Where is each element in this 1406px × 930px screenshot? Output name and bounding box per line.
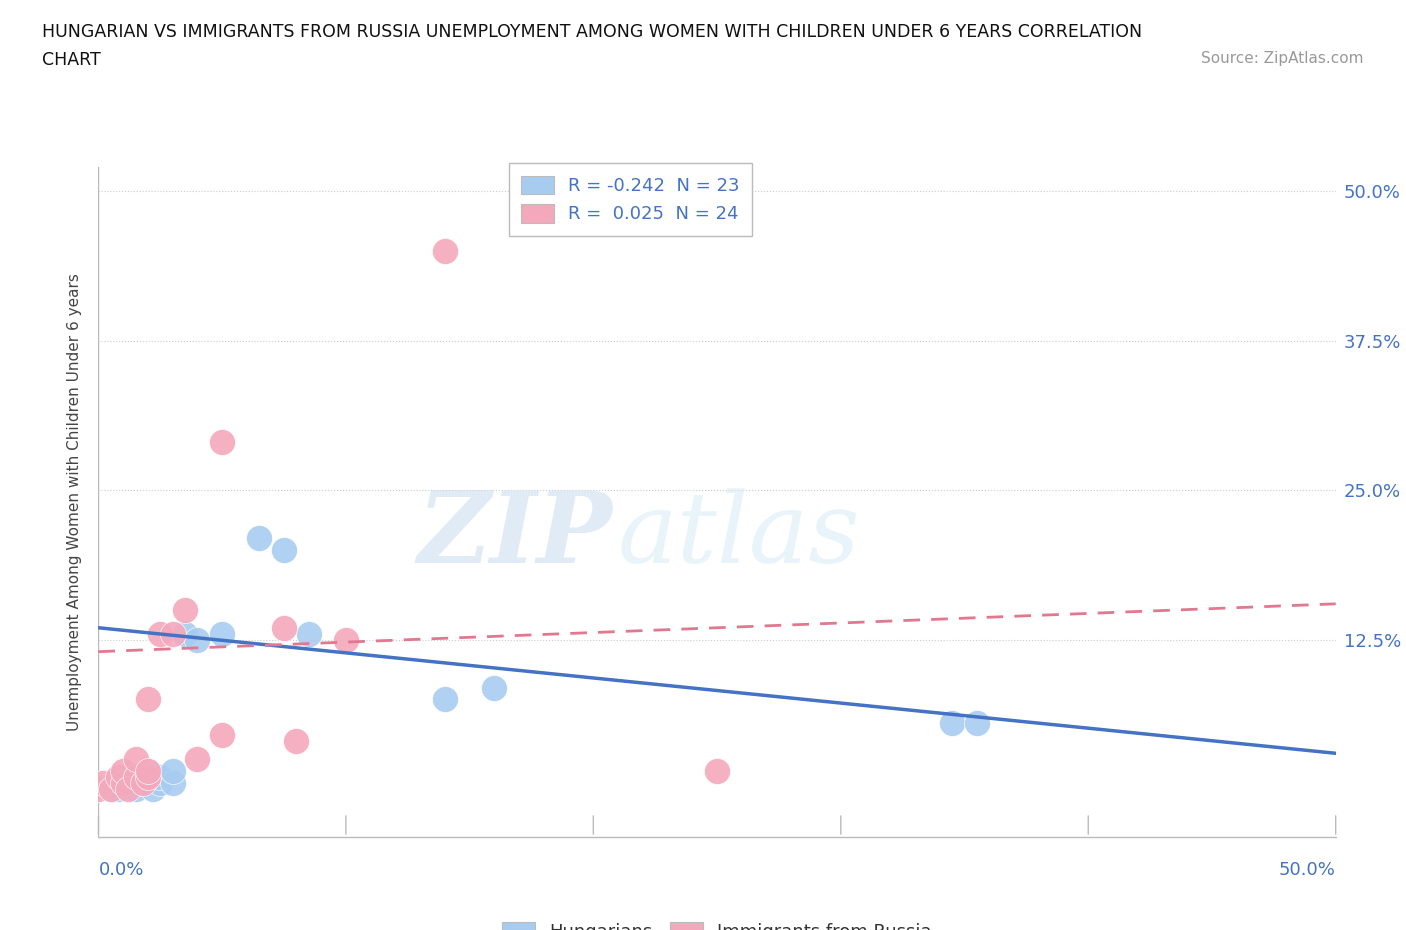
Point (124, 782, 146, 797)
Point (100, 782, 122, 797)
Point (132, 776, 155, 790)
Point (211, 728, 233, 743)
Point (136, 764, 159, 778)
Point (162, 764, 184, 778)
Point (335, 632, 357, 647)
Point (87, 782, 110, 797)
Point (136, 764, 159, 778)
Text: Source: ZipAtlas.com: Source: ZipAtlas.com (1201, 51, 1364, 66)
Point (273, 620, 295, 635)
Point (298, 626, 321, 641)
Point (186, 751, 208, 766)
Point (112, 776, 135, 790)
Point (433, 244, 456, 259)
Point (132, 776, 155, 790)
Text: HUNGARIAN VS IMMIGRANTS FROM RUSSIA UNEMPLOYMENT AMONG WOMEN WITH CHILDREN UNDER: HUNGARIAN VS IMMIGRANTS FROM RUSSIA UNEM… (42, 23, 1142, 41)
Point (149, 626, 172, 641)
Point (136, 770, 159, 785)
Point (174, 626, 197, 641)
Point (211, 626, 233, 641)
Text: 50.0%: 50.0% (1279, 860, 1336, 879)
Point (162, 626, 184, 641)
Point (117, 782, 139, 797)
Point (124, 770, 146, 785)
Point (433, 692, 456, 707)
Point (112, 764, 135, 778)
Point (186, 632, 208, 647)
Point (966, 716, 988, 731)
Point (162, 776, 184, 790)
Point (142, 782, 165, 797)
Point (273, 542, 295, 557)
Point (100, 782, 122, 797)
Point (941, 716, 963, 731)
Point (484, 680, 506, 695)
Point (149, 770, 172, 785)
Point (149, 776, 172, 790)
Text: atlas: atlas (619, 488, 860, 583)
Point (136, 770, 159, 785)
Point (706, 764, 728, 778)
Point (93, 776, 115, 790)
Point (107, 782, 129, 797)
Point (124, 751, 146, 766)
Point (174, 603, 197, 618)
Point (136, 692, 159, 707)
Point (247, 531, 270, 546)
Point (112, 776, 135, 790)
Y-axis label: Unemployment Among Women with Children Under 6 years: Unemployment Among Women with Children U… (67, 273, 83, 731)
Point (285, 734, 308, 749)
Point (107, 770, 129, 785)
Point (117, 770, 139, 785)
Text: CHART: CHART (42, 51, 101, 69)
Point (211, 435, 233, 450)
Text: ZIP: ZIP (418, 487, 612, 584)
Text: 0.0%: 0.0% (98, 860, 143, 879)
Legend: Hungarians, Immigrants from Russia: Hungarians, Immigrants from Russia (495, 915, 939, 930)
